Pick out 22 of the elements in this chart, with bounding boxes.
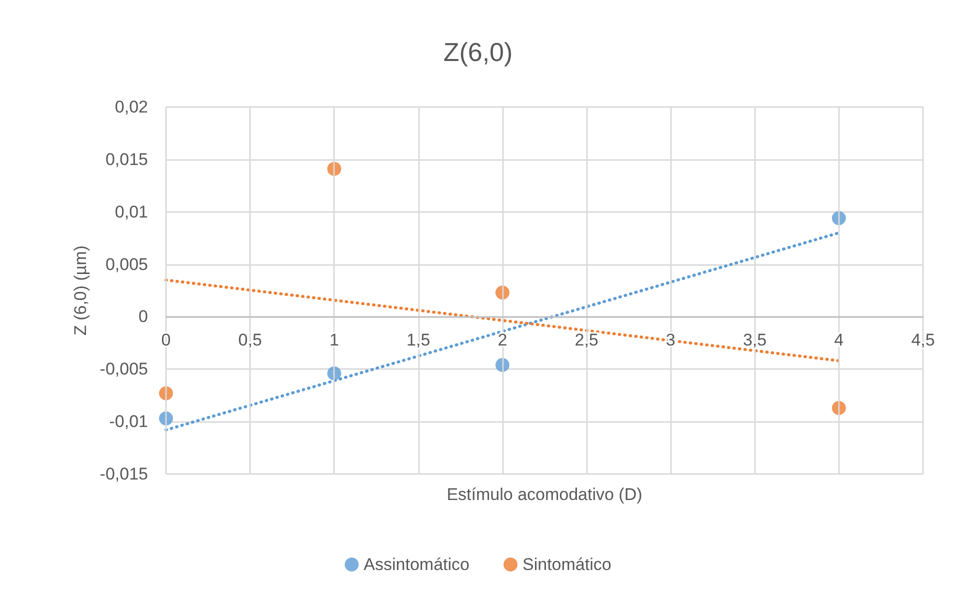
y-tick-label: -0,01	[109, 412, 148, 432]
y-tick-label: -0,015	[100, 464, 148, 484]
y-tick-label: 0	[138, 307, 148, 326]
y-tick-label: 0,015	[105, 150, 148, 169]
y-tick-label: 0,02	[114, 98, 148, 116]
x-axis-title: Estímulo acomodativo (D)	[446, 485, 642, 504]
x-tick-label: 2,5	[574, 330, 598, 350]
x-tick-label: 4,5	[911, 330, 935, 350]
x-tick-label: 3,5	[742, 330, 767, 350]
x-tick-label: 4	[834, 330, 844, 350]
y-axis-title: Z (6,0) (µm)	[70, 245, 90, 336]
x-tick-label: 2	[498, 330, 508, 350]
x-tick-label: 1,5	[406, 330, 430, 350]
y-tick-label: -0,005	[100, 360, 148, 379]
x-tick-label: 0	[161, 330, 171, 350]
x-tick-label: 1	[329, 330, 339, 350]
chart-title: Z(6,0)	[443, 37, 513, 67]
legend-label: Sintomático	[522, 555, 612, 574]
legend-label: Assintomático	[364, 555, 470, 574]
y-tick-label: 0,005	[105, 254, 148, 274]
y-tick-label: 0,01	[114, 202, 148, 222]
x-tick-label: 0,5	[238, 330, 262, 350]
